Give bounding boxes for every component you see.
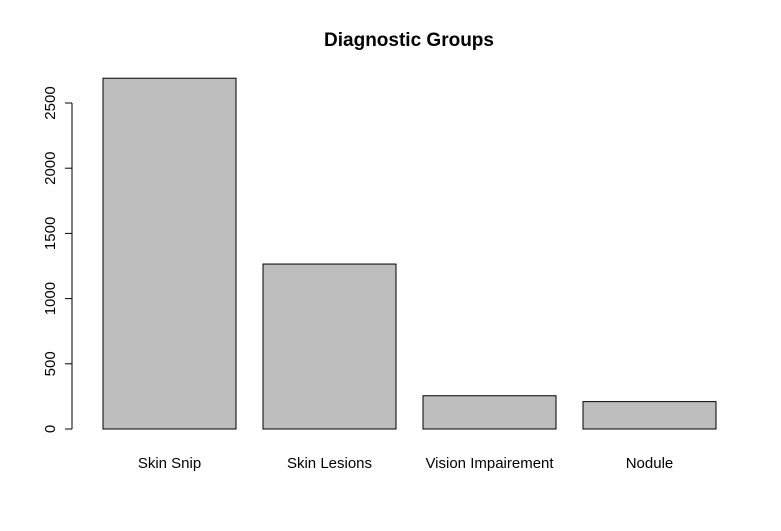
y-tick-label: 2000 bbox=[42, 152, 59, 185]
x-category-label: Nodule bbox=[626, 455, 674, 472]
y-tick-label: 1500 bbox=[42, 217, 59, 250]
x-category-label: Skin Lesions bbox=[287, 455, 372, 472]
bar bbox=[582, 401, 717, 430]
bar bbox=[262, 263, 397, 430]
x-labels-group: Skin Snip Skin Lesions Vision Impairement N… bbox=[138, 455, 673, 472]
y-tick-label: 2500 bbox=[42, 86, 59, 119]
bar bbox=[422, 395, 557, 430]
x-category-label: Skin Snip bbox=[138, 455, 201, 472]
bar bbox=[102, 77, 237, 430]
y-axis: 0 500 1000 1500 2000 2500 bbox=[42, 86, 73, 433]
bars-group bbox=[102, 77, 717, 430]
y-tick-label: 1000 bbox=[42, 282, 59, 315]
chart-title: Diagnostic Groups bbox=[324, 30, 494, 51]
y-tick-label: 0 bbox=[42, 425, 59, 433]
y-tick-label: 500 bbox=[42, 351, 59, 376]
x-category-label: Vision Impairement bbox=[425, 455, 554, 472]
